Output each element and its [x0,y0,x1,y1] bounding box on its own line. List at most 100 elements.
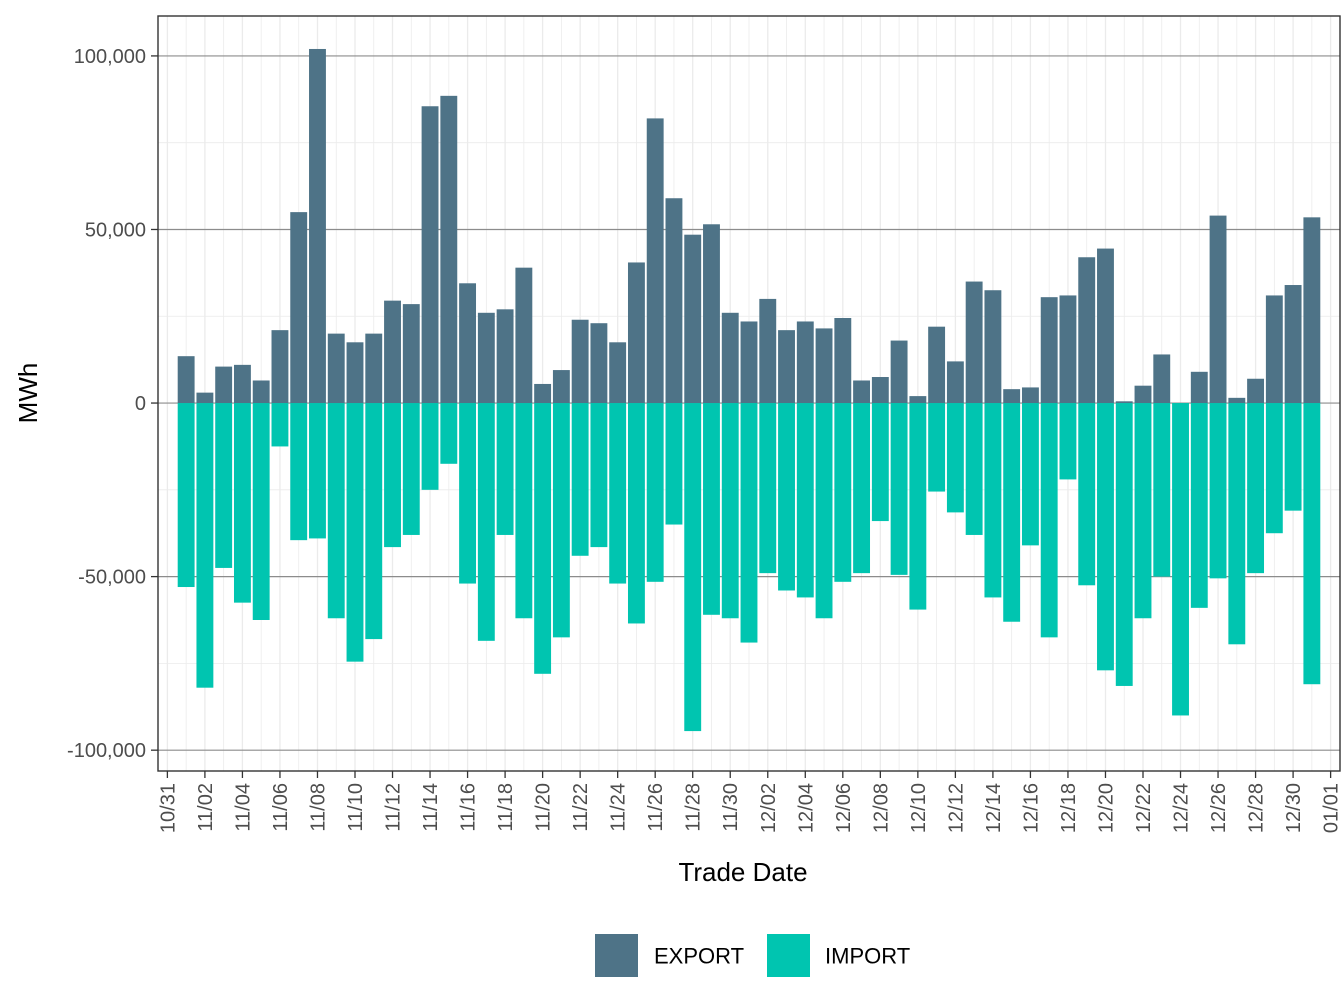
export-bar [684,234,702,404]
export-bar [402,304,420,404]
export-bar [477,312,495,404]
x-tick-label: 12/08 [870,783,892,833]
export-bar [252,380,270,404]
import-bar [740,403,758,643]
x-tick-label: 11/04 [232,783,254,832]
import-bar [365,403,383,640]
import-bar [759,403,777,574]
import-bar [665,403,683,525]
import-bar [1209,403,1227,579]
export-bar [365,333,383,404]
legend-label-import: IMPORT [825,944,910,969]
x-tick-label: 12/06 [833,783,855,833]
import-bar [796,403,814,598]
x-tick-label: 11/08 [307,783,329,832]
x-tick-label: 10/31 [157,783,179,833]
export-bar [233,364,251,404]
export-bar [815,328,833,404]
import-bar [1059,403,1077,480]
import-bar [421,403,439,490]
import-bar [177,403,195,588]
export-bar [290,212,308,404]
export-bar [834,318,852,404]
export-bar [909,396,927,404]
import-bar [233,403,251,603]
import-bar [1115,403,1133,686]
import-bar [1190,403,1208,608]
export-bar [778,330,795,404]
import-bar [590,403,608,548]
export-bar [1040,297,1058,404]
export-bar [309,48,326,404]
import-bar [271,403,289,447]
export-bar [440,95,458,404]
export-bar [1003,389,1021,404]
x-tick-label: 11/14 [420,783,442,832]
export-bar [721,312,739,404]
x-tick-label: 12/04 [795,783,817,833]
export-bar [1228,397,1246,404]
x-tick-label: 11/20 [533,783,555,832]
import-bar [1078,403,1096,586]
x-tick-label: 01/01 [1321,783,1343,833]
import-bar [552,403,570,638]
x-tick-label: 12/26 [1208,783,1230,833]
export-bar [1059,295,1077,404]
export-bar [1247,378,1265,404]
x-tick-label: 11/10 [345,783,367,832]
export-bar [796,321,814,404]
import-bar [440,403,458,464]
export-bar [215,366,233,404]
export-bar [646,118,664,404]
export-bar [665,198,683,404]
export-bar [1153,354,1171,404]
import-bar [834,403,852,582]
import-bar [534,403,552,674]
export-bar [1284,285,1302,404]
import-bar [215,403,233,568]
import-bar [515,403,533,619]
import-bar [1265,403,1283,534]
export-bar [609,342,627,404]
import-bar [309,403,326,539]
x-tick-label: 11/02 [195,783,217,832]
import-bar [1303,403,1321,685]
x-tick-label: 12/12 [945,783,967,833]
import-bar [1228,403,1246,645]
export-bar [1078,257,1096,404]
import-bar [646,403,664,582]
import-bar [1134,403,1152,619]
import-bar [909,403,927,610]
export-bar [740,321,758,404]
import-bar [815,403,833,619]
import-bar [1003,403,1021,622]
export-bar [515,267,533,404]
import-bar [890,403,908,575]
export-bar [1303,217,1321,404]
export-bar [271,330,289,404]
import-bar [721,403,739,619]
import-bar [1172,403,1189,716]
export-bar [421,106,439,404]
export-bar [571,319,589,404]
x-tick-label: 11/06 [270,783,292,832]
y-tick-label: -50,000 [78,567,146,589]
import-bar [1097,403,1114,671]
import-bar [984,403,1002,598]
export-bar [1097,248,1114,404]
x-tick-label: 11/22 [570,783,592,832]
import-bar [871,403,889,522]
import-bar [252,403,270,620]
export-bar [552,370,570,404]
export-bar [346,342,364,404]
export-bar [534,383,552,404]
legend-label-export: EXPORT [654,944,744,969]
export-bar [984,290,1002,404]
bars [177,48,1321,732]
export-bar [1265,295,1283,404]
export-bar [327,333,345,404]
x-axis-title: Trade Date [678,857,807,887]
import-bar [778,403,795,591]
x-tick-label: 12/28 [1246,783,1268,833]
